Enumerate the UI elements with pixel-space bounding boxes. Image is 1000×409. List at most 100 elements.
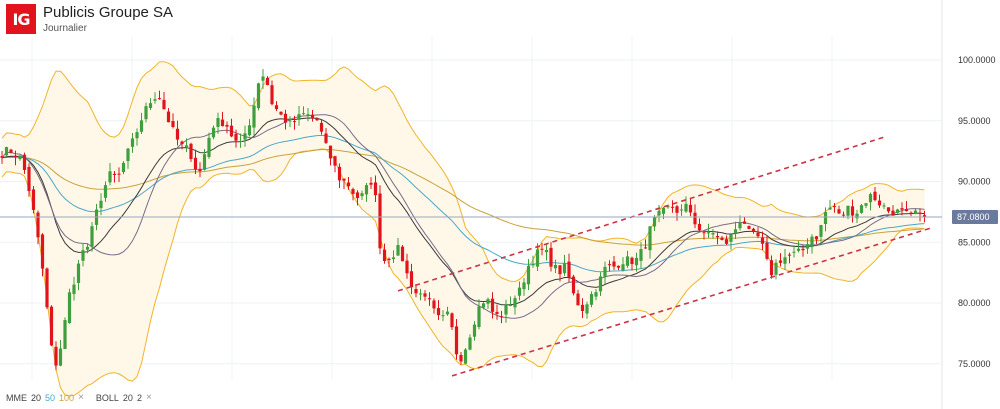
candle-body: [711, 233, 715, 235]
candle-body: [666, 206, 670, 208]
candle-body: [486, 299, 490, 304]
y-tick-label: 75.0000: [958, 359, 991, 369]
y-tick-label: 95.0000: [958, 116, 991, 126]
bollinger-middle-line: [1, 114, 925, 319]
candle-body: [918, 212, 922, 214]
candle-body: [805, 244, 810, 249]
candle-body: [585, 304, 589, 314]
mme-period-50: 50: [45, 392, 56, 403]
candle-body: [162, 99, 166, 110]
candle-body: [175, 128, 180, 140]
candle-body: [504, 304, 508, 315]
candle-body: [544, 249, 549, 253]
candle-body: [909, 212, 913, 214]
boll-stddev: 2: [136, 392, 142, 403]
ig-logo: IG: [6, 4, 36, 34]
candle-body: [477, 306, 481, 327]
candle-body: [517, 287, 522, 296]
remove-boll-icon[interactable]: ×: [145, 392, 152, 403]
candle-body: [774, 262, 778, 275]
instrument-title: Publicis Groupe SA: [43, 4, 174, 21]
candle-body: [432, 300, 436, 309]
candle-body: [855, 213, 859, 219]
candle-body: [571, 276, 576, 294]
candle-body: [495, 311, 499, 314]
candle-body: [139, 120, 144, 132]
candle-body: [661, 207, 666, 214]
candle-body: [621, 264, 625, 271]
y-tick-label: 80.0000: [958, 298, 991, 308]
candle-body: [4, 147, 9, 156]
candle-body: [436, 308, 441, 316]
candle-body: [166, 111, 171, 123]
candle-body: [355, 192, 360, 199]
candle-body: [148, 103, 153, 109]
candle-body: [819, 225, 823, 237]
candle-body: [67, 292, 72, 324]
candle-body: [900, 208, 904, 210]
candle-body: [859, 205, 864, 213]
candle-body: [364, 185, 369, 195]
candle-body: [864, 203, 868, 206]
candle-body: [189, 143, 193, 160]
channel-upper-line: [397, 135, 887, 292]
candle-body: [895, 209, 900, 213]
candle-body: [297, 114, 301, 120]
candle-body: [693, 212, 697, 225]
candle-body: [288, 120, 292, 122]
candle-body: [540, 248, 544, 250]
y-tick-label: 90.0000: [958, 177, 991, 187]
candle-body: [841, 214, 846, 216]
candle-body: [562, 263, 567, 274]
candle-body: [373, 182, 378, 196]
candle-body: [756, 232, 760, 237]
candle-body: [400, 246, 405, 262]
candle-body: [144, 106, 148, 120]
candle-body: [445, 311, 450, 315]
candle-body: [657, 210, 661, 216]
remove-mme-icon[interactable]: ×: [78, 392, 84, 403]
candle-body: [747, 226, 751, 229]
candle-body: [724, 239, 729, 244]
candle-body: [130, 138, 135, 147]
candle-body: [688, 204, 693, 213]
candle-body: [418, 293, 423, 295]
candle-body: [369, 182, 373, 185]
mme-period-100: 100: [59, 392, 75, 403]
candle-body: [243, 133, 247, 140]
candle-body: [220, 119, 225, 127]
candle-body: [580, 304, 585, 312]
candle-body: [697, 224, 702, 231]
channel-lower-line: [451, 226, 933, 377]
candle-body: [513, 298, 517, 308]
candle-body: [301, 113, 306, 115]
candle-body: [378, 193, 382, 249]
candle-body: [342, 178, 346, 181]
candle-body: [760, 237, 765, 244]
candle-body: [675, 206, 679, 213]
candle-body: [193, 157, 198, 170]
candle-body: [36, 212, 40, 238]
candle-body: [648, 226, 652, 251]
mme-label: MME: [6, 392, 27, 403]
candle-body: [702, 232, 706, 234]
candle-body: [684, 203, 688, 212]
candle-body: [891, 210, 895, 216]
candle-body: [706, 232, 711, 234]
candle-body: [207, 137, 211, 157]
candle-body: [531, 263, 535, 266]
indicator-legend: MME 20 50 100 × BOLL 20 2 ×: [6, 392, 160, 403]
candle-body: [324, 133, 328, 143]
candle-body: [715, 236, 720, 238]
candle-body: [198, 168, 202, 172]
candle-body: [558, 265, 562, 275]
candle-body: [459, 354, 463, 362]
candle-body: [796, 248, 801, 251]
candle-body: [306, 114, 310, 116]
candle-body: [733, 229, 738, 234]
candle-body: [45, 268, 49, 308]
candle-body: [634, 257, 639, 266]
candle-body: [814, 236, 819, 240]
candle-body: [292, 121, 297, 123]
